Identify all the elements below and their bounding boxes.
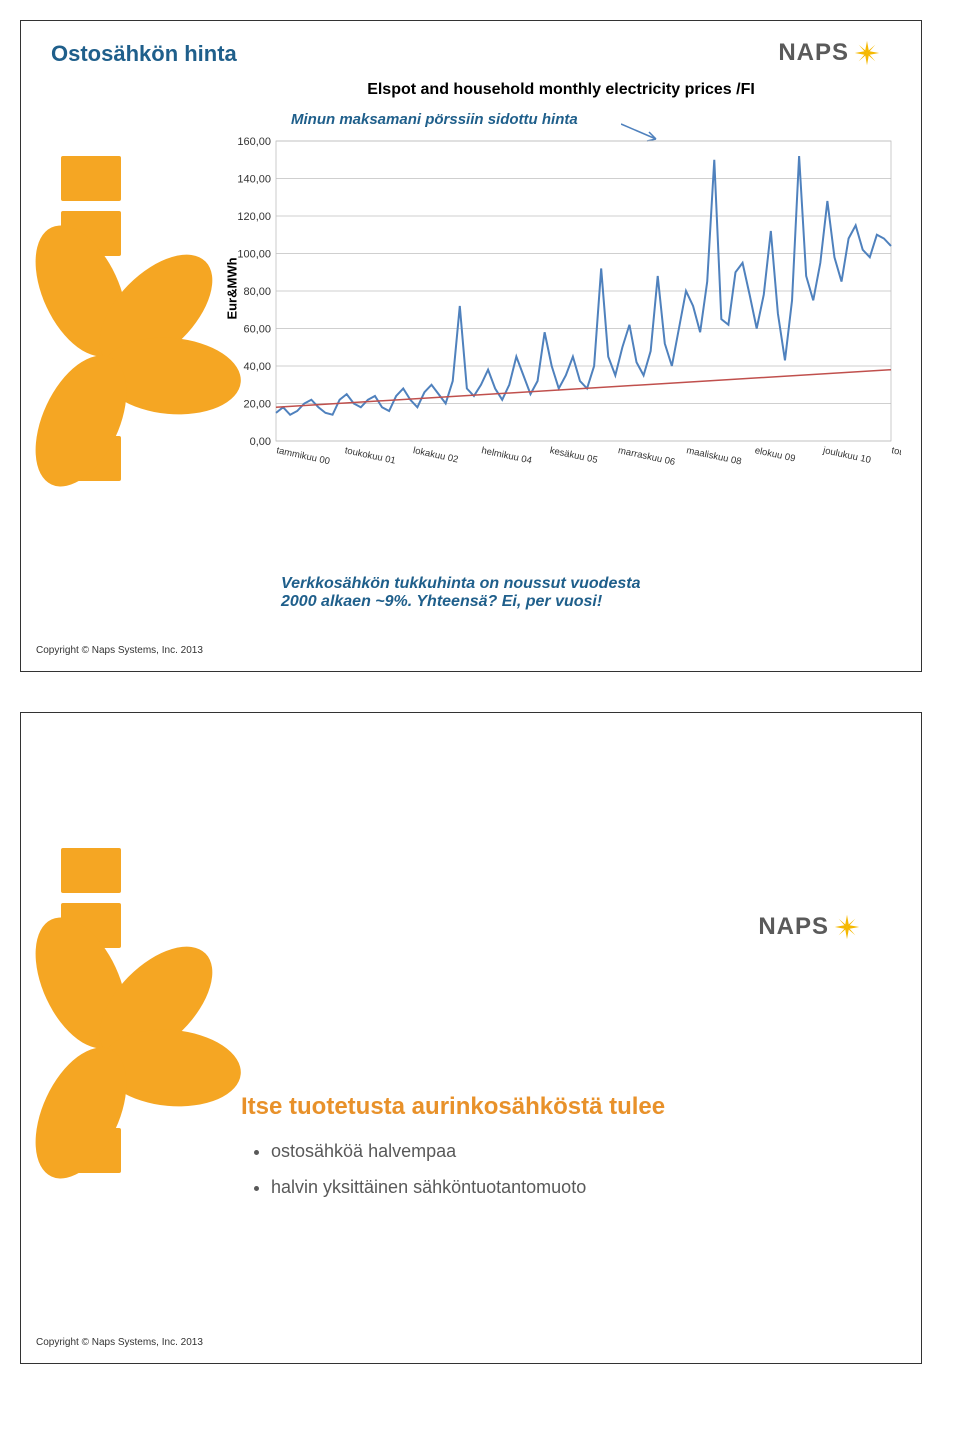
copyright-text: Copyright © Naps Systems, Inc. 2013: [36, 1337, 203, 1348]
list-item: halvin yksittäinen sähköntuotantomuoto: [271, 1177, 841, 1198]
caption-line-1: Verkkosähkön tukkuhinta on noussut vuode…: [281, 575, 640, 592]
svg-text:helmikuu 04: helmikuu 04: [480, 445, 532, 466]
slide2-heading: Itse tuotetusta aurinkosähköstä tulee: [241, 1093, 841, 1121]
svg-text:toukokuu 12: toukokuu 12: [890, 445, 901, 467]
svg-text:maaliskuu 08: maaliskuu 08: [685, 445, 742, 467]
svg-text:kesäkuu 05: kesäkuu 05: [549, 445, 599, 466]
svg-text:100,00: 100,00: [237, 249, 271, 261]
slide2-content: Itse tuotetusta aurinkosähköstä tulee os…: [241, 1093, 841, 1214]
caption-line-2: 2000 alkaen ~9%. Yhteensä? Ei, per vuosi…: [281, 593, 602, 610]
svg-text:toukokuu 01: toukokuu 01: [344, 445, 397, 467]
logo-text: NAPS: [778, 39, 849, 67]
svg-text:80,00: 80,00: [243, 286, 271, 298]
svg-text:60,00: 60,00: [243, 324, 271, 336]
naps-logo: NAPS: [758, 913, 861, 941]
svg-text:0,00: 0,00: [250, 436, 271, 448]
chart-title: Elspot and household monthly electricity…: [221, 81, 901, 99]
bullet-list: ostosähköä halvempaa halvin yksittäinen …: [241, 1141, 841, 1198]
slide-1: Ostosähkön hinta NAPS Els: [20, 20, 922, 672]
orange-accent-graphic: [21, 136, 241, 556]
slide-2: NAPS Itse tuotetusta aurinkosähkö: [20, 712, 922, 1364]
svg-text:joulukuu 10: joulukuu 10: [821, 445, 872, 466]
star-icon: [833, 913, 861, 941]
svg-text:lokakuu 02: lokakuu 02: [412, 445, 459, 465]
line-chart: Elspot and household monthly electricity…: [221, 81, 901, 521]
chart-plot-area: 0,00 20,00 40,00 60,00 80,00 100,00 120,00 140,…: [221, 101, 901, 501]
copyright-text: Copyright © Naps Systems, Inc. 2013: [36, 645, 203, 656]
chart-caption: Verkkosähkön tukkuhinta on noussut vuode…: [281, 575, 781, 611]
logo-text: NAPS: [758, 913, 829, 941]
svg-text:marraskuu 06: marraskuu 06: [617, 445, 676, 468]
svg-text:40,00: 40,00: [243, 361, 271, 373]
svg-text:140,00: 140,00: [237, 174, 271, 186]
svg-text:160,00: 160,00: [237, 136, 271, 148]
svg-text:20,00: 20,00: [243, 399, 271, 411]
svg-text:120,00: 120,00: [237, 211, 271, 223]
svg-text:tammikuu 00: tammikuu 00: [275, 445, 330, 467]
orange-accent-graphic: [21, 828, 241, 1248]
svg-text:elokuu 09: elokuu 09: [754, 445, 797, 464]
list-item: ostosähköä halvempaa: [271, 1141, 841, 1162]
naps-logo: NAPS: [778, 39, 881, 67]
slide-title: Ostosähkön hinta: [51, 41, 237, 67]
star-icon: [853, 39, 881, 67]
